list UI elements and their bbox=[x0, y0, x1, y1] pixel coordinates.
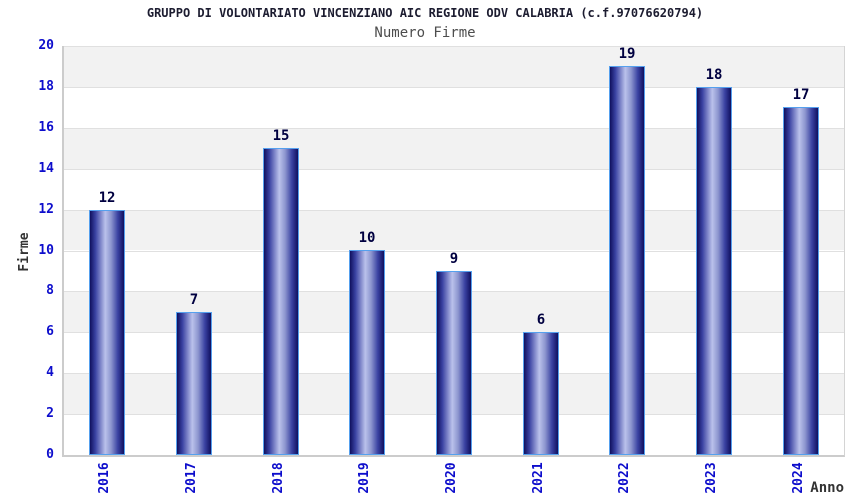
grid-line bbox=[64, 86, 844, 88]
y-tick-label: 20 bbox=[38, 38, 54, 53]
bar-2019 bbox=[349, 250, 385, 455]
bar-value-label: 7 bbox=[189, 292, 199, 308]
plot-area: 12 7 15 10 9 6 19 18 17 bbox=[62, 46, 845, 457]
bar-2024 bbox=[783, 107, 819, 455]
bar-value-label: 17 bbox=[792, 87, 810, 103]
x-tick-label: 2018 bbox=[271, 462, 286, 494]
x-tick-label: 2024 bbox=[791, 462, 806, 494]
x-tick-label: 2021 bbox=[531, 462, 546, 494]
y-tick-label: 6 bbox=[46, 324, 54, 339]
bar-2023 bbox=[696, 87, 732, 455]
bar-value-label: 6 bbox=[536, 312, 546, 328]
y-tick-label: 14 bbox=[38, 161, 54, 176]
grid-line bbox=[64, 209, 844, 211]
bar-value-label: 18 bbox=[705, 67, 723, 83]
x-tick-label: 2022 bbox=[617, 462, 632, 494]
x-tick-label: 2019 bbox=[357, 462, 372, 494]
grid-line bbox=[64, 250, 844, 252]
grid-line bbox=[64, 168, 844, 170]
y-tick-label: 0 bbox=[46, 447, 54, 462]
bar-2021 bbox=[523, 332, 559, 455]
x-tick-label: 2020 bbox=[444, 462, 459, 494]
chart-title: GRUPPO DI VOLONTARIATO VINCENZIANO AIC R… bbox=[146, 6, 704, 20]
bar-2017 bbox=[176, 312, 212, 455]
grid-band bbox=[64, 46, 844, 87]
bar-2020 bbox=[436, 271, 472, 455]
bar-value-label: 9 bbox=[449, 251, 459, 267]
x-axis-title: Anno bbox=[810, 480, 844, 496]
y-tick-label: 16 bbox=[38, 120, 54, 135]
y-tick-label: 8 bbox=[46, 283, 54, 298]
bar-value-label: 10 bbox=[358, 230, 376, 246]
y-tick-label: 18 bbox=[38, 79, 54, 94]
bar-2016 bbox=[89, 210, 125, 455]
y-tick-label: 2 bbox=[46, 406, 54, 421]
x-tick-label: 2017 bbox=[184, 462, 199, 494]
bar-2018 bbox=[263, 148, 299, 455]
grid-line bbox=[64, 127, 844, 129]
y-tick-label: 10 bbox=[38, 243, 54, 258]
bar-value-label: 15 bbox=[272, 128, 290, 144]
grid-line bbox=[64, 46, 844, 47]
chart-subtitle: Numero Firme bbox=[374, 25, 476, 41]
bar-value-label: 12 bbox=[98, 190, 116, 206]
x-tick-label: 2016 bbox=[97, 462, 112, 494]
y-tick-label: 4 bbox=[46, 365, 54, 380]
bar-2022 bbox=[609, 66, 645, 455]
x-tick-label: 2023 bbox=[704, 462, 719, 494]
bar-value-label: 19 bbox=[618, 46, 636, 62]
y-tick-label: 12 bbox=[38, 202, 54, 217]
